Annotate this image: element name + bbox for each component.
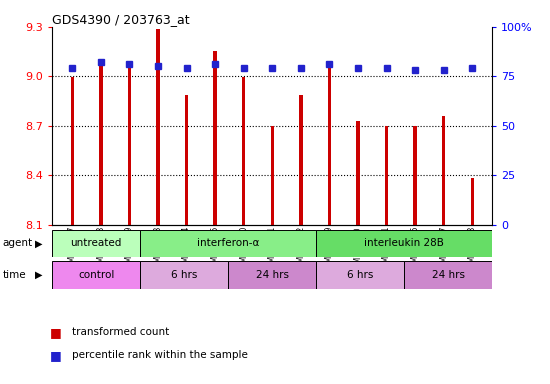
- Bar: [404, 261, 492, 289]
- Bar: [385, 126, 388, 225]
- Bar: [213, 51, 217, 225]
- Bar: [70, 77, 74, 225]
- Text: untreated: untreated: [70, 238, 122, 248]
- Bar: [52, 261, 140, 289]
- Bar: [185, 95, 188, 225]
- Text: ▶: ▶: [35, 270, 42, 280]
- Bar: [128, 61, 131, 225]
- Bar: [471, 179, 474, 225]
- Bar: [140, 261, 228, 289]
- Text: transformed count: transformed count: [72, 327, 169, 337]
- Text: ▶: ▶: [35, 238, 42, 248]
- Text: agent: agent: [3, 238, 33, 248]
- Text: 6 hrs: 6 hrs: [171, 270, 197, 280]
- Text: ■: ■: [50, 326, 61, 339]
- Text: 24 hrs: 24 hrs: [256, 270, 289, 280]
- Text: 24 hrs: 24 hrs: [432, 270, 465, 280]
- Text: time: time: [3, 270, 26, 280]
- Bar: [156, 29, 160, 225]
- Bar: [316, 261, 404, 289]
- Bar: [356, 121, 360, 225]
- Bar: [52, 230, 140, 257]
- Text: GDS4390 / 203763_at: GDS4390 / 203763_at: [52, 13, 190, 26]
- Bar: [140, 230, 316, 257]
- Bar: [228, 261, 316, 289]
- Text: percentile rank within the sample: percentile rank within the sample: [72, 350, 248, 360]
- Text: 6 hrs: 6 hrs: [347, 270, 373, 280]
- Bar: [442, 116, 446, 225]
- Bar: [316, 230, 492, 257]
- Bar: [299, 95, 303, 225]
- Bar: [242, 77, 245, 225]
- Text: interleukin 28B: interleukin 28B: [364, 238, 444, 248]
- Bar: [414, 126, 417, 225]
- Text: ■: ■: [50, 349, 61, 362]
- Bar: [328, 61, 331, 225]
- Text: control: control: [78, 270, 114, 280]
- Bar: [271, 126, 274, 225]
- Bar: [99, 61, 102, 225]
- Text: interferon-α: interferon-α: [197, 238, 260, 248]
